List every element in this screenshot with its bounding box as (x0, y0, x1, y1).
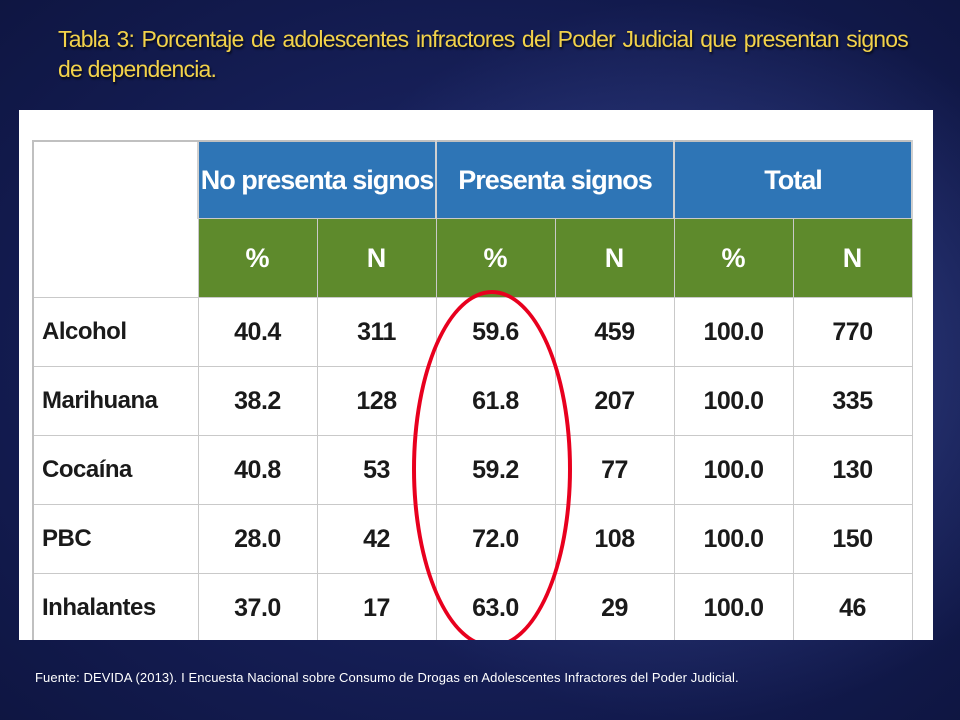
source-note: Fuente: DEVIDA (2013). I Encuesta Nacion… (35, 670, 739, 685)
row-label: Cocaína (32, 435, 199, 505)
table-cell: 311 (316, 297, 437, 367)
table-cell: 100.0 (673, 366, 794, 436)
table-row: Alcohol 40.4 311 59.6 459 100.0 770 (32, 297, 913, 367)
table-row: Cocaína 40.8 53 59.2 77 100.0 130 (32, 435, 913, 505)
table-cell: 29 (554, 573, 675, 640)
table-cell: 130 (792, 435, 913, 505)
table-row: Marihuana 38.2 128 61.8 207 100.0 335 (32, 366, 913, 436)
table-cell: 40.8 (197, 435, 318, 505)
row-label: Inhalantes (32, 573, 199, 640)
table-cell: 63.0 (435, 573, 556, 640)
group-header-no-signs: No presenta signos (197, 140, 437, 219)
table-cell: 77 (554, 435, 675, 505)
group-header-total: Total (673, 140, 913, 219)
table-cell: 59.6 (435, 297, 556, 367)
row-label: Marihuana (32, 366, 199, 436)
table-cell: 37.0 (197, 573, 318, 640)
table-cell: 207 (554, 366, 675, 436)
table-cell: 38.2 (197, 366, 318, 436)
table-cell: 100.0 (673, 297, 794, 367)
table-cell: 108 (554, 504, 675, 574)
sub-header-row: % N % N % N (33, 218, 913, 298)
table-row: PBC 28.0 42 72.0 108 100.0 150 (32, 504, 913, 574)
table-cell: 28.0 (197, 504, 318, 574)
table-cell: 100.0 (673, 573, 794, 640)
slide-title: Tabla 3: Porcentaje de adolescentes infr… (58, 26, 909, 82)
table-cell: 46 (792, 573, 913, 640)
table-panel: No presenta signos Presenta signos Total… (19, 110, 933, 640)
group-header-signs: Presenta signos (435, 140, 675, 219)
subheader-cell: N (554, 218, 675, 298)
subheader-cell: % (673, 218, 794, 298)
table-cell: 42 (316, 504, 437, 574)
table-cell: 335 (792, 366, 913, 436)
table-cell: 40.4 (197, 297, 318, 367)
table-cell: 100.0 (673, 504, 794, 574)
table-cell: 61.8 (435, 366, 556, 436)
table-cell: 53 (316, 435, 437, 505)
table-cell: 17 (316, 573, 437, 640)
table-cell: 150 (792, 504, 913, 574)
table-cell: 459 (554, 297, 675, 367)
subheader-cell: N (316, 218, 437, 298)
subheader-cell: % (197, 218, 318, 298)
header-corner (32, 140, 199, 298)
table-cell: 770 (792, 297, 913, 367)
dependency-table: No presenta signos Presenta signos Total… (32, 140, 913, 640)
subheader-cell: N (792, 218, 913, 298)
table-cell: 72.0 (435, 504, 556, 574)
table-cell: 100.0 (673, 435, 794, 505)
row-label: Alcohol (32, 297, 199, 367)
table-row: Inhalantes 37.0 17 63.0 29 100.0 46 (32, 573, 913, 640)
subheader-cell: % (435, 218, 556, 298)
row-label: PBC (32, 504, 199, 574)
group-header-row: No presenta signos Presenta signos Total (32, 140, 913, 298)
table-cell: 128 (316, 366, 437, 436)
table-cell: 59.2 (435, 435, 556, 505)
